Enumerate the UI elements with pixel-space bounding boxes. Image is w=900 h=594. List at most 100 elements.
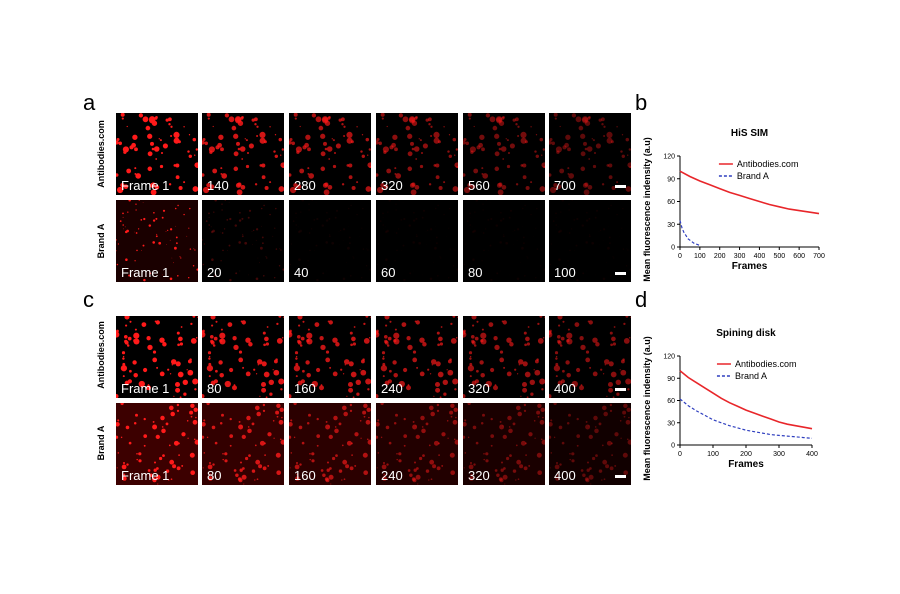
fluorescent-spot [463,137,467,142]
fluorescent-spot [623,322,626,326]
fluorescent-spot [282,268,284,271]
fluorescent-spot [214,274,217,277]
fluorescent-spot [306,332,313,339]
fluorescent-spot [255,373,258,375]
fluorescent-spot [188,227,190,229]
fluorescent-spot [541,162,545,168]
fluorescent-spot [628,416,630,419]
fluorescence-image [463,200,545,282]
fluorescent-spot [452,137,457,142]
fluorescent-spot [269,213,271,216]
fluorescent-spot [469,375,472,378]
fluorescent-spot [291,141,296,146]
fluorescent-spot [134,167,137,170]
fluorescent-spot [208,461,212,465]
fluorescent-spot [176,403,180,407]
fluorescent-spot [194,154,196,156]
fluorescent-spot [263,204,265,207]
fluorescent-spot [170,134,173,138]
fluorescent-spot [608,163,613,168]
fluorescent-spot [428,444,431,447]
fluorescent-spot [567,172,570,175]
frame-label: 20 [207,265,222,280]
fluorescent-spot [398,459,402,463]
fluorescent-spot [152,357,158,363]
fluorescent-spot [580,344,586,351]
fluorescent-spot [571,380,578,388]
fluorescent-spot [449,248,452,250]
fluorescent-spot [536,207,538,210]
frame-label: 100 [554,265,576,280]
fluorescent-spot [278,265,281,267]
fluorescent-spot [382,362,386,366]
fluorescent-spot [246,151,250,155]
fluorescent-spot [555,476,560,481]
fluorescent-spot [263,371,270,378]
fluorescent-spot [387,211,389,213]
fluorescent-spot [452,378,458,385]
fluorescent-spot [335,342,340,347]
fluorescent-spot [124,380,130,386]
fluorescent-spot [614,464,617,467]
fluorescent-spot [516,373,519,375]
fluorescent-spot [158,241,162,245]
fluorescent-spot [431,364,434,366]
fluorescent-spot [463,331,467,338]
fluorescent-spot [170,411,175,417]
fluorescent-spot [296,184,302,190]
fluorescent-spot [499,241,503,244]
fluorescent-spot [155,217,158,220]
fluorescent-spot [221,413,224,417]
fluorescent-spot [311,200,314,201]
fluorescent-spot [549,435,552,439]
fluorescent-spot [541,439,545,445]
fluorescent-spot [263,343,266,347]
microscopy-tile: Frame 1 [116,113,198,195]
fluorescent-spot [465,141,470,146]
fluorescent-spot [349,466,354,471]
fluorescent-spot [549,263,552,266]
fluorescent-spot [452,186,458,192]
fluorescent-spot [514,229,516,232]
fluorescent-spot [325,219,329,222]
y-tick-label: 0 [671,245,675,252]
fluorescent-spot [566,338,573,345]
fluorescent-spot [508,428,513,434]
fluorescent-spot [148,116,156,123]
fluorescent-spot [578,125,584,131]
fluorescent-spot [194,388,197,391]
frame-label: Frame 1 [121,468,170,483]
fluorescent-spot [569,458,571,461]
fluorescent-spot [570,228,573,230]
fluorescent-spot [561,200,564,202]
fluorescent-spot [235,272,238,275]
fluorescent-spot [299,229,302,233]
fluorescent-spot [311,380,318,388]
fluorescent-spot [381,117,384,120]
fluorescent-spot [122,224,124,226]
fluorescent-spot [168,117,172,122]
fluorescent-spot [243,483,245,485]
fluorescent-spot [240,184,246,190]
fluorescent-spot [598,469,603,473]
fluorescent-spot [453,248,455,250]
fluorescent-spot [605,464,610,469]
fluorescent-spot [307,147,311,152]
fluorescent-spot [219,231,221,233]
fluorescent-spot [332,371,338,377]
fluorescent-spot [543,166,545,168]
fluorescent-spot [582,272,585,275]
fluorescent-spot [539,316,543,318]
fluorescent-spot [280,388,283,391]
fluorescent-spot [436,403,440,407]
fluorescent-spot [403,434,408,438]
fluorescent-spot [524,442,527,445]
fluorescent-spot [240,116,244,120]
fluorescent-spot [208,216,210,218]
fluorescent-spot [125,258,128,261]
fluorescent-spot [406,336,411,341]
fluorescent-spot [206,113,211,117]
fluorescent-spot [562,145,567,150]
fluorescent-spot [421,428,426,434]
fluorescent-spot [143,434,148,438]
